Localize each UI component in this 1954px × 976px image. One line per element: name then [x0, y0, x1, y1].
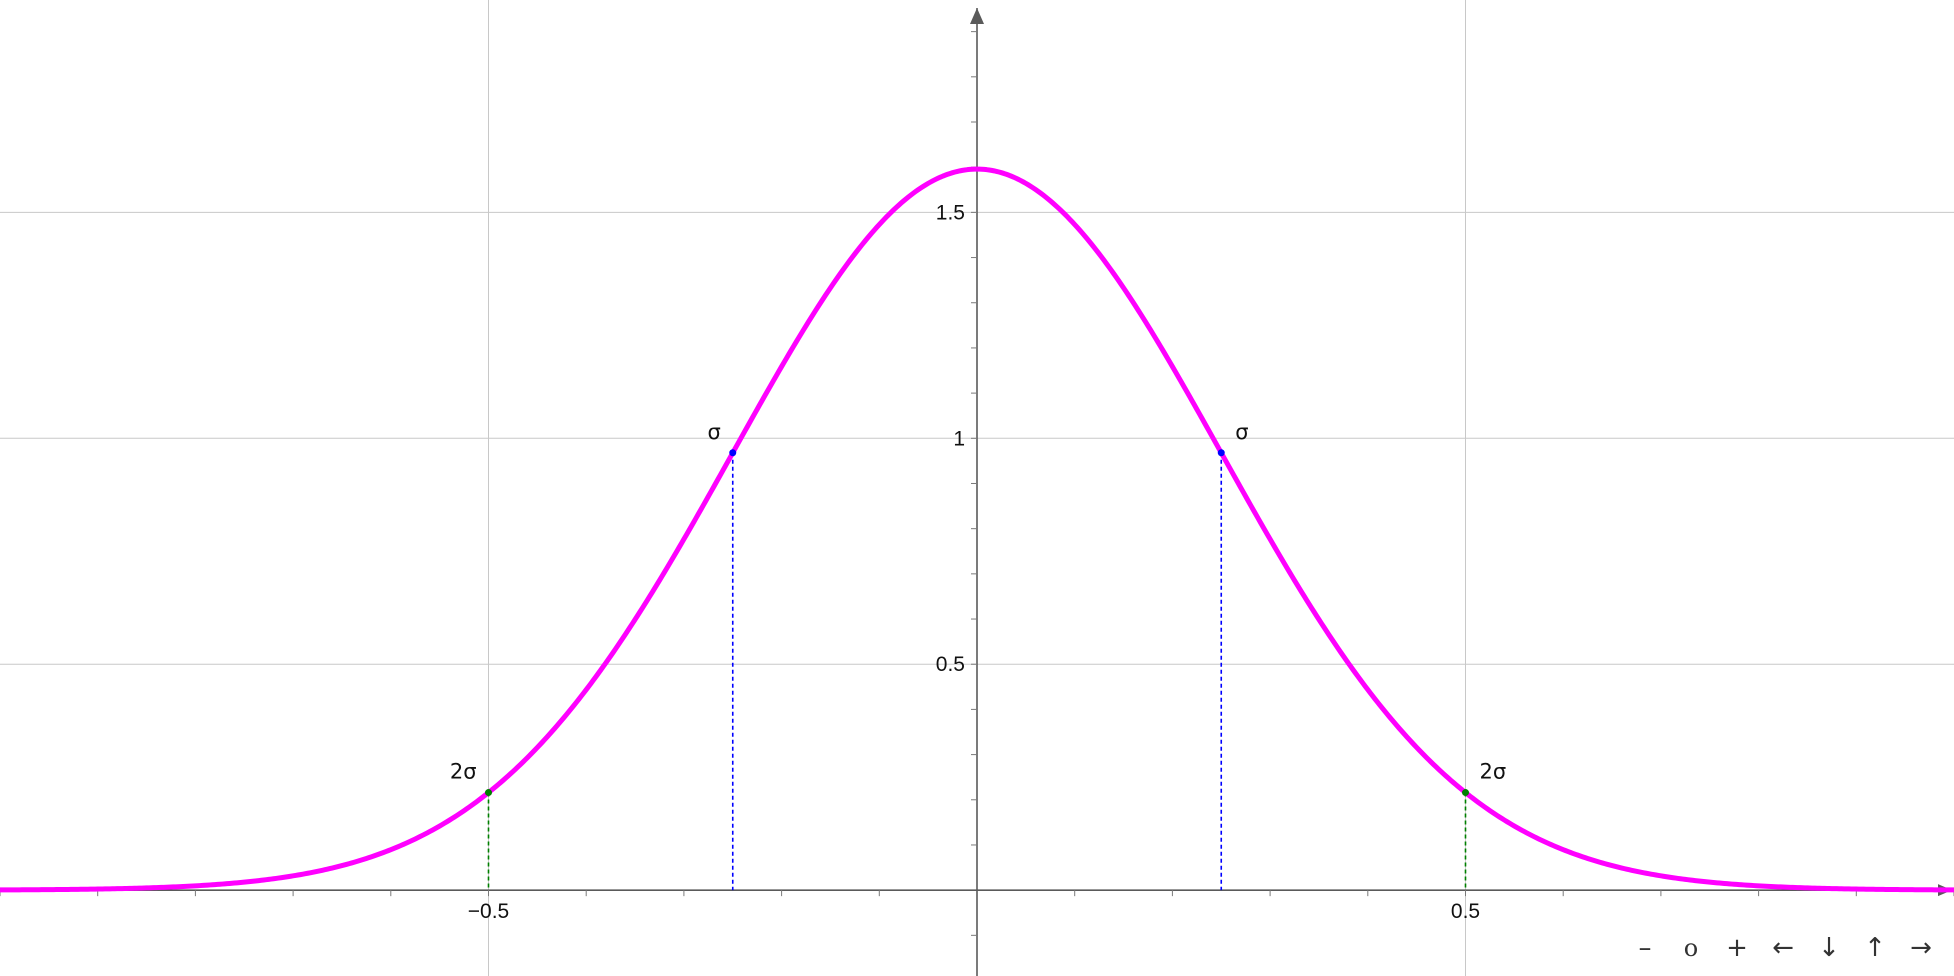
pan-right-button[interactable]: → [1910, 933, 1932, 963]
point-label: 2σ [450, 760, 477, 784]
x-tick-label: −0.5 [468, 900, 509, 923]
point-label: σ [1235, 420, 1248, 444]
x-tick-label: 0.5 [1451, 900, 1480, 923]
axes [0, 8, 1952, 976]
tick-labels: −0.5 0.5 0.5 1 1.5 [468, 201, 1480, 923]
zoom-in-button[interactable]: + [1726, 933, 1748, 963]
point-label: σ [707, 420, 720, 444]
marked-point [1462, 789, 1469, 797]
marked-point [1217, 449, 1225, 457]
pan-down-button[interactable]: ↓ [1818, 933, 1840, 963]
point-label: 2σ [1480, 760, 1507, 784]
y-tick-label: 1.5 [936, 201, 965, 224]
y-tick-label: 0.5 [936, 653, 965, 676]
pan-left-button[interactable]: ← [1772, 933, 1794, 963]
ticks [0, 31, 1954, 936]
guide-lines [487, 452, 1467, 891]
normal-curve [0, 166, 1954, 893]
curve-layer [0, 166, 1954, 893]
view-toolbar: – o + ← ↓ ↑ → [1626, 930, 1940, 966]
y-tick-label: 1 [953, 427, 965, 450]
marked-point [729, 449, 737, 457]
y-axis-arrow [970, 8, 984, 24]
zoom-out-button[interactable]: – [1638, 933, 1652, 963]
pan-up-button[interactable]: ↑ [1864, 933, 1886, 963]
marked-point [485, 789, 492, 797]
reset-view-button[interactable]: o [1683, 934, 1699, 962]
marked-points: σ σ 2σ 2σ [450, 420, 1507, 797]
